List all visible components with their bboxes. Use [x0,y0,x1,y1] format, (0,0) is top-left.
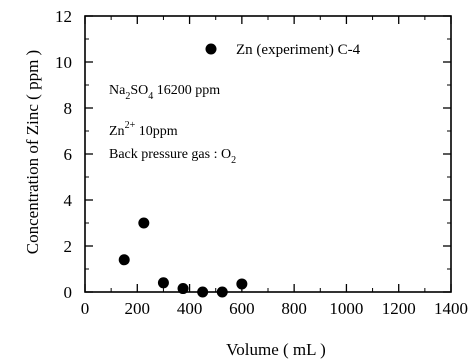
legend-marker [205,43,217,55]
x-tick-label: 600 [229,299,255,318]
annotation-gas: Back pressure gas : O2 [109,147,236,166]
annotation-salt-sub1: 2 [125,91,130,102]
annotation-zinc-sup: 2+ [125,120,136,131]
data-point [177,283,189,295]
y-tick-label: 6 [64,145,73,164]
data-point [197,286,209,298]
annotation-gas-text: Back pressure gas : O [109,147,231,162]
data-point [118,254,130,266]
data-point [216,286,228,298]
x-axis-ticks: 0 200 400 600 800 1000 1200 1400 [81,16,468,318]
x-tick-label: 400 [177,299,203,318]
annotation-salt-mid: SO [130,83,148,98]
annotation-salt: Na2SO4 16200 ppm [109,83,220,102]
annotation-salt-sub2: 4 [148,91,153,102]
x-tick-label: 800 [281,299,307,318]
x-axis-title: Volume ( mL ) [226,340,326,359]
annotation-zinc: Zn2+ 10ppm [109,120,178,139]
data-point [157,277,169,289]
data-point [236,278,248,290]
x-tick-label: 200 [125,299,151,318]
x-tick-label: 0 [81,299,90,318]
y-axis-title: Concentration of Zinc ( ppm ) [23,50,42,254]
x-tick-label: 1400 [434,299,468,318]
annotation-salt-base: Na [109,83,126,98]
data-point [138,217,150,229]
annotation-salt-tail: 16200 ppm [153,83,220,98]
y-tick-label: 8 [64,99,73,118]
y-tick-label: 12 [55,7,72,26]
annotation-gas-sub: 2 [231,155,236,166]
legend: Zn (experiment) C-4 [205,42,361,58]
y-tick-label: 0 [64,283,73,302]
y-axis-ticks: 0 2 4 6 8 10 12 [55,7,451,302]
y-tick-label: 4 [64,191,73,210]
annotation-zinc-base: Zn [109,124,125,139]
x-tick-label: 1200 [382,299,416,318]
annotation-zinc-tail: 10ppm [135,124,178,139]
y-tick-label: 10 [55,53,72,72]
y-tick-label: 2 [64,237,73,256]
x-tick-label: 1000 [329,299,363,318]
legend-label: Zn (experiment) C-4 [236,42,361,58]
data-points [118,217,248,298]
